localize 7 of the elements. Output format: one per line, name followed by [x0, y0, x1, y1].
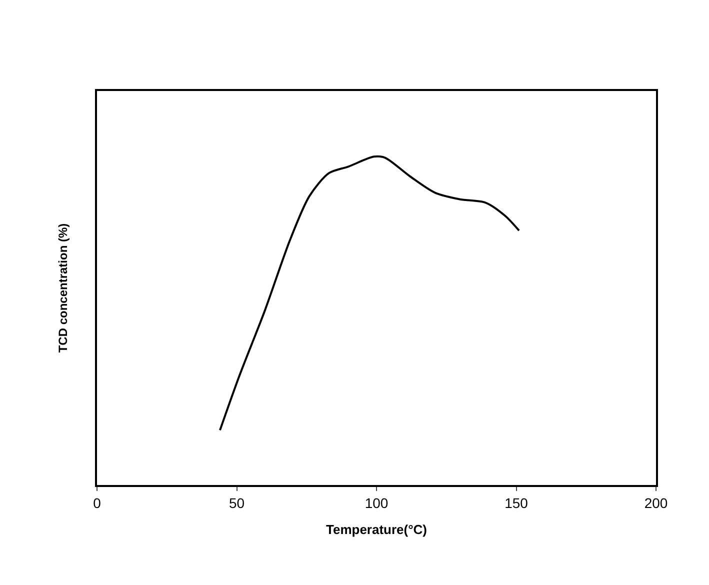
x-tick-label: 200: [644, 494, 668, 511]
x-tick-label: 100: [364, 494, 388, 511]
y-axis-title: TCD concentration (%): [56, 223, 70, 353]
x-axis-title: Temperature(°C): [326, 522, 428, 537]
x-tick-label: 0: [93, 494, 102, 511]
x-tick-label: 150: [504, 494, 528, 511]
x-tick-label: 50: [228, 494, 245, 511]
